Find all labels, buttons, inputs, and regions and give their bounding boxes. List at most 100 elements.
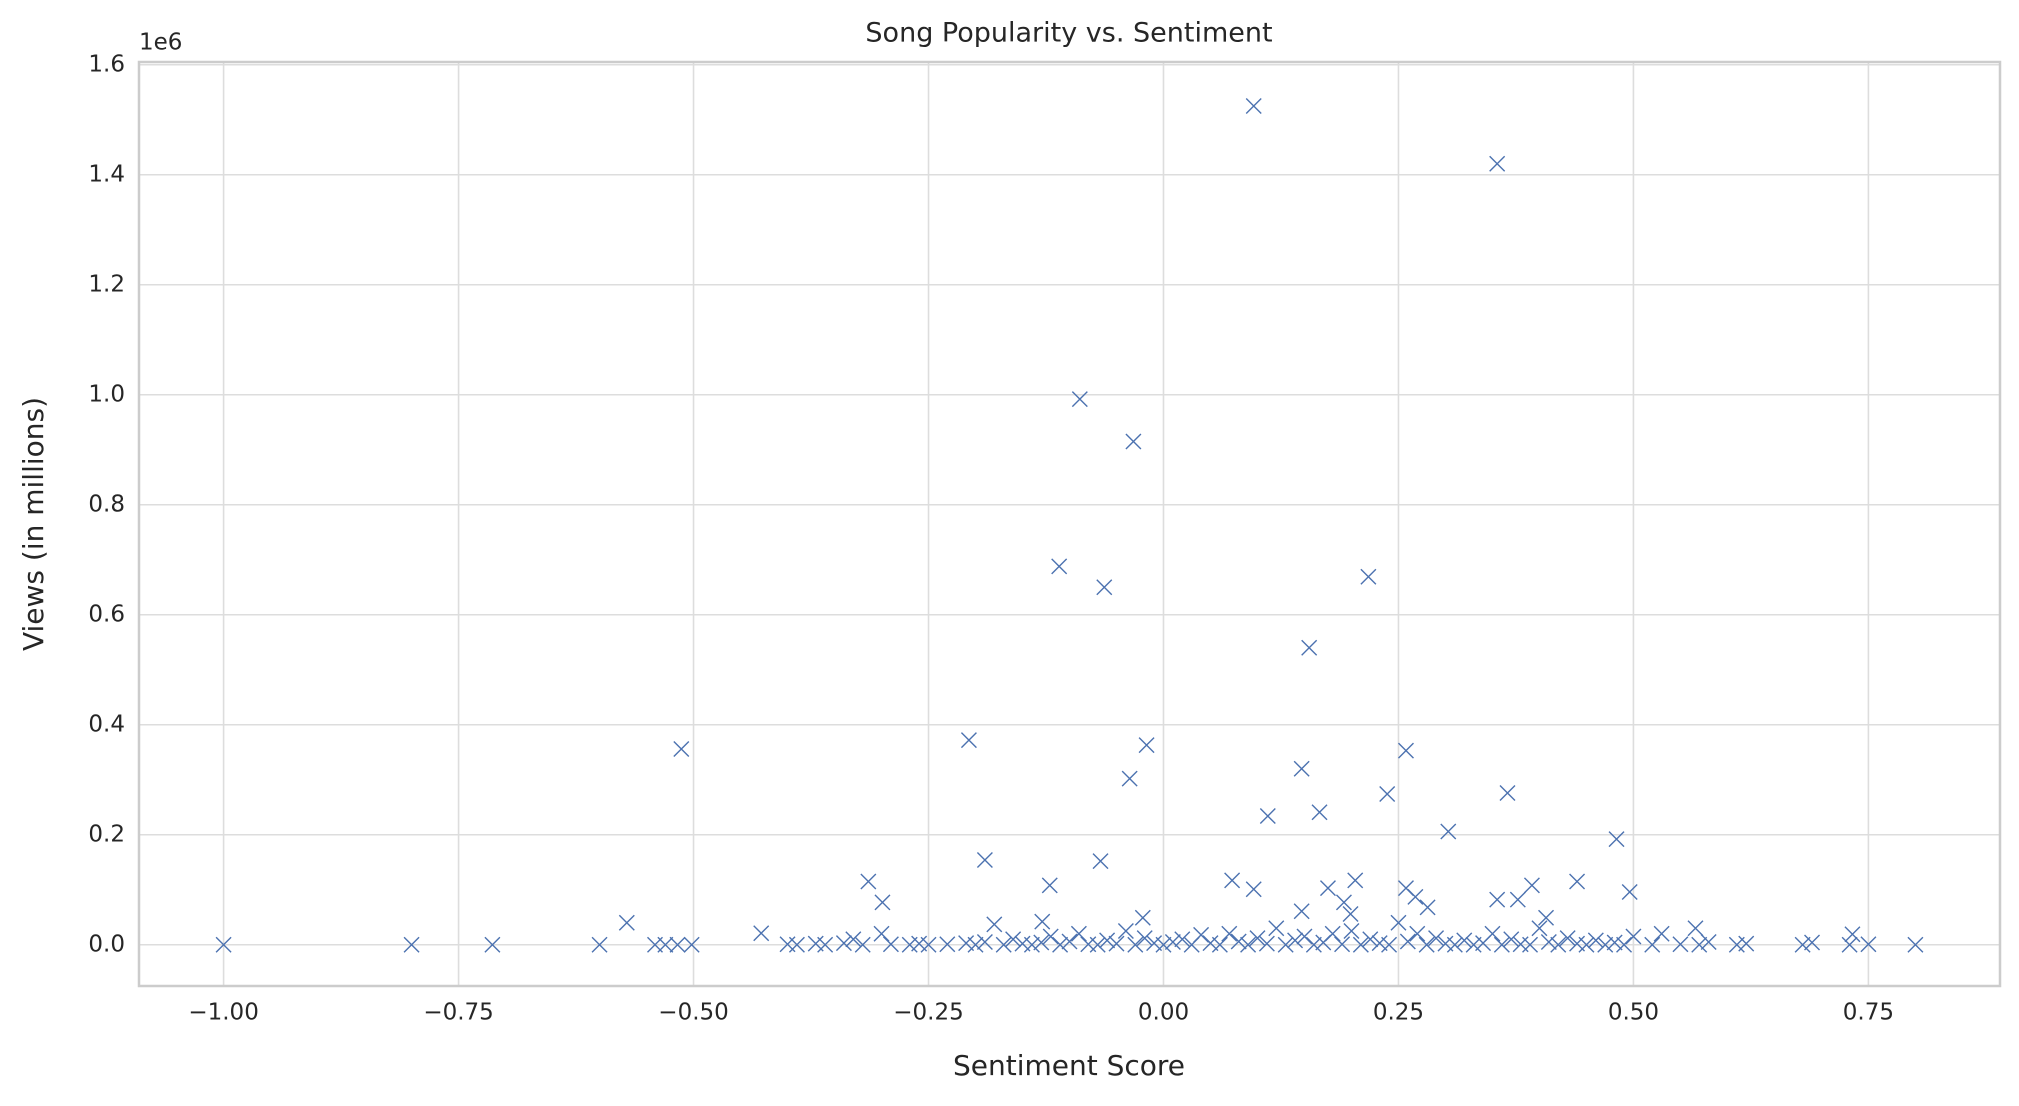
point (1738, 935, 1755, 952)
grid (139, 62, 2000, 986)
point (1672, 936, 1689, 953)
point (1258, 935, 1275, 952)
point (1121, 770, 1138, 787)
point (1446, 936, 1463, 953)
point (1089, 936, 1106, 953)
point (1484, 925, 1501, 942)
chart-title: Song Popularity vs. Sentiment (865, 18, 1272, 49)
point (1108, 935, 1125, 952)
point (1379, 786, 1396, 803)
point (1221, 925, 1238, 942)
point (484, 936, 501, 953)
point (1096, 579, 1113, 596)
point (1125, 433, 1142, 450)
point (618, 914, 635, 931)
point (1569, 873, 1586, 890)
point (1277, 936, 1294, 953)
point (1606, 934, 1623, 951)
point (1146, 935, 1163, 952)
point (1230, 933, 1247, 950)
point (1804, 934, 1821, 951)
point (1538, 909, 1555, 926)
point (591, 936, 608, 953)
point (1041, 877, 1058, 894)
point (1305, 936, 1322, 953)
point (1070, 925, 1087, 942)
point (215, 936, 232, 953)
point (1371, 935, 1388, 952)
point (669, 936, 686, 953)
point (1489, 155, 1506, 172)
point (1117, 923, 1134, 939)
point (1052, 936, 1069, 953)
x-tick-label: 0.25 (1373, 1000, 1424, 1026)
point (976, 934, 993, 950)
point (1127, 936, 1144, 953)
point (1653, 925, 1670, 942)
point (960, 732, 977, 749)
point (1419, 899, 1436, 916)
point (1687, 920, 1704, 937)
point (1138, 737, 1155, 754)
point (1296, 928, 1313, 945)
point (1559, 930, 1576, 947)
y-tick-label: 0.2 (88, 821, 125, 847)
point (1293, 760, 1310, 777)
point (1456, 932, 1473, 949)
point (1550, 936, 1567, 953)
y-tick-label: 1.2 (88, 271, 125, 297)
point (753, 925, 770, 942)
point (1608, 831, 1625, 848)
point (1287, 932, 1304, 949)
point (1493, 936, 1510, 953)
point (1249, 930, 1266, 947)
point (1489, 891, 1506, 908)
point (788, 936, 805, 953)
point (1033, 934, 1050, 951)
point (967, 936, 984, 953)
point (1625, 928, 1642, 945)
x-tick-label: −0.25 (893, 1000, 963, 1026)
point (1399, 933, 1416, 950)
point (1193, 926, 1210, 943)
y-tick-label: 0.8 (88, 491, 125, 517)
point (1841, 936, 1858, 953)
point (683, 936, 700, 953)
x-tick-label: −0.75 (423, 1000, 493, 1026)
point (673, 740, 690, 757)
point (1621, 883, 1638, 900)
y-tick-label: 0.6 (88, 601, 125, 627)
point (1907, 936, 1924, 953)
point (1259, 808, 1276, 825)
point (1499, 784, 1516, 801)
point (1174, 931, 1191, 948)
point (1407, 888, 1424, 905)
point (835, 935, 852, 952)
x-tick-label: −0.50 (658, 1000, 728, 1026)
point (1531, 920, 1548, 937)
x-axis-label: Sentiment Score (953, 1049, 1185, 1082)
y-tick-label: 0.0 (88, 931, 125, 957)
point (1522, 936, 1539, 953)
point (1240, 936, 1257, 953)
point (1844, 926, 1861, 943)
y-tick-label: 1.6 (88, 51, 125, 77)
point (1268, 920, 1285, 937)
point (1700, 934, 1717, 950)
point (1224, 872, 1241, 889)
point (1860, 936, 1877, 953)
point (860, 873, 877, 890)
point (1092, 853, 1109, 870)
point (873, 925, 890, 942)
point (1794, 936, 1811, 953)
point (1540, 934, 1557, 950)
point (1440, 823, 1457, 840)
point (403, 936, 420, 953)
point (1099, 932, 1116, 949)
point (854, 936, 871, 953)
point (1164, 934, 1181, 950)
point (1381, 936, 1398, 953)
point (1134, 909, 1151, 926)
